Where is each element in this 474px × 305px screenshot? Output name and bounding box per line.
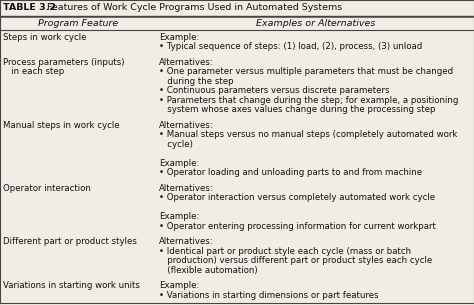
Text: during the step: during the step (159, 77, 234, 86)
Bar (0, 0, 474, 16)
Text: • Operator loading and unloading parts to and from machine: • Operator loading and unloading parts t… (159, 168, 422, 178)
Text: • Typical sequence of steps: (1) load, (2), process, (3) unload: • Typical sequence of steps: (1) load, (… (159, 42, 423, 51)
Text: • Operator interaction versus completely automated work cycle: • Operator interaction versus completely… (159, 193, 436, 202)
Text: production) versus different part or product styles each cycle: production) versus different part or pro… (159, 256, 433, 265)
Text: • Identical part or product style each cycle (mass or batch: • Identical part or product style each c… (159, 247, 411, 256)
Text: • Manual steps versus no manual steps (completely automated work: • Manual steps versus no manual steps (c… (159, 130, 458, 139)
Text: Program Feature: Program Feature (38, 19, 118, 27)
Text: Examples or Alternatives: Examples or Alternatives (255, 19, 375, 27)
Text: Operator interaction: Operator interaction (3, 184, 91, 193)
Text: (flexible automation): (flexible automation) (159, 266, 258, 275)
Text: • Parameters that change during the step; for example, a positioning: • Parameters that change during the step… (159, 96, 459, 105)
Text: cycle): cycle) (159, 140, 193, 149)
Text: • Continuous parameters versus discrete parameters: • Continuous parameters versus discrete … (159, 86, 390, 95)
Text: Alternatives:: Alternatives: (159, 184, 214, 193)
Text: Different part or product styles: Different part or product styles (3, 237, 137, 246)
Text: Alternatives:: Alternatives: (159, 237, 214, 246)
Text: system whose axes values change during the processing step: system whose axes values change during t… (159, 106, 436, 114)
Text: TABLE 3.2: TABLE 3.2 (3, 3, 56, 13)
Text: Features of Work Cycle Programs Used in Automated Systems: Features of Work Cycle Programs Used in … (41, 3, 342, 13)
Text: Process parameters (inputs): Process parameters (inputs) (3, 58, 125, 66)
Text: Variations in starting work units: Variations in starting work units (3, 281, 140, 290)
Text: • One parameter versus multiple parameters that must be changed: • One parameter versus multiple paramete… (159, 67, 454, 76)
Text: Example:: Example: (159, 159, 200, 168)
Text: Example:: Example: (159, 33, 200, 42)
Text: Example:: Example: (159, 281, 200, 290)
Text: in each step: in each step (3, 67, 64, 76)
Text: • Operator entering processing information for current workpart: • Operator entering processing informati… (159, 222, 436, 231)
Text: • Variations in starting dimensions or part features: • Variations in starting dimensions or p… (159, 291, 379, 300)
Text: Steps in work cycle: Steps in work cycle (3, 33, 86, 42)
Text: Manual steps in work cycle: Manual steps in work cycle (3, 120, 119, 130)
Text: Alternatives:: Alternatives: (159, 120, 214, 130)
Text: Alternatives:: Alternatives: (159, 58, 214, 66)
Text: Example:: Example: (159, 212, 200, 221)
